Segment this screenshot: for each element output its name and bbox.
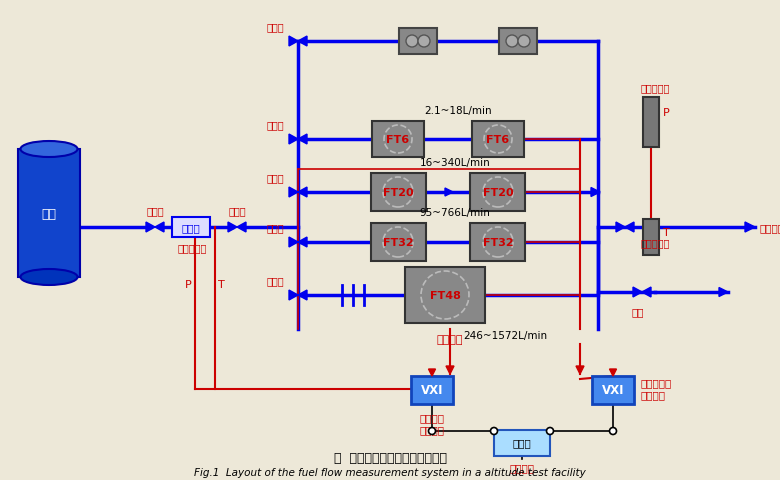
Text: 燃油主管路: 燃油主管路	[177, 242, 207, 252]
Bar	[370, 224, 426, 262]
Bar	[494, 430, 550, 456]
Polygon shape	[298, 188, 307, 198]
Text: VXI: VXI	[601, 384, 624, 396]
Polygon shape	[642, 288, 651, 297]
Text: 油库: 油库	[41, 207, 56, 220]
Polygon shape	[298, 290, 307, 300]
Text: 手动阀: 手动阀	[229, 205, 246, 216]
Text: 电磁阀: 电磁阀	[267, 223, 284, 232]
Circle shape	[491, 428, 498, 434]
Text: 电磁阀: 电磁阀	[267, 120, 284, 130]
Circle shape	[418, 36, 430, 48]
Text: T: T	[663, 228, 670, 238]
Text: 246~1572L/min: 246~1572L/min	[463, 330, 547, 340]
Text: Fig.1  Layout of the fuel flow measurement system in a altitude test facility: Fig.1 Layout of the fuel flow measuremen…	[194, 467, 586, 477]
Polygon shape	[445, 189, 453, 197]
Polygon shape	[289, 37, 298, 47]
Ellipse shape	[20, 269, 77, 286]
Bar	[472, 122, 524, 157]
Bar	[499, 29, 537, 55]
Text: 温度传感器: 温度传感器	[641, 238, 670, 248]
Bar	[643, 98, 659, 148]
Polygon shape	[446, 366, 454, 374]
Text: FT20: FT20	[483, 188, 513, 198]
Text: 16~340L/min: 16~340L/min	[420, 157, 491, 168]
Text: 交换机: 交换机	[512, 437, 531, 447]
Polygon shape	[155, 223, 164, 232]
Bar	[643, 219, 659, 255]
Polygon shape	[633, 288, 642, 297]
Text: 手动阀: 手动阀	[146, 205, 164, 216]
Text: 电磁阀: 电磁阀	[267, 22, 284, 32]
Bar	[172, 217, 210, 238]
Circle shape	[547, 428, 554, 434]
Text: 测试网络: 测试网络	[509, 462, 534, 472]
Bar	[592, 376, 634, 404]
Text: FT48: FT48	[430, 290, 460, 300]
Text: 至发动机: 至发动机	[760, 223, 780, 232]
Polygon shape	[609, 369, 616, 376]
Text: 压力传感器: 压力传感器	[641, 83, 670, 93]
Bar	[470, 224, 526, 262]
Polygon shape	[237, 223, 246, 232]
Polygon shape	[289, 238, 298, 247]
Bar	[18, 150, 80, 277]
Circle shape	[428, 428, 435, 434]
Text: 图  高空台燃油流量测量系统布局: 图 高空台燃油流量测量系统布局	[334, 452, 446, 465]
Text: FT6: FT6	[487, 135, 509, 144]
Text: FT32: FT32	[483, 238, 513, 248]
Text: P: P	[663, 108, 670, 118]
Text: 95~766L/min: 95~766L/min	[420, 207, 491, 217]
Bar	[411, 376, 453, 404]
Bar	[372, 122, 424, 157]
Polygon shape	[228, 223, 237, 232]
Bar	[370, 174, 426, 212]
Circle shape	[609, 428, 616, 434]
Circle shape	[406, 36, 418, 48]
Polygon shape	[146, 223, 155, 232]
Polygon shape	[298, 135, 307, 144]
Polygon shape	[298, 238, 307, 247]
Bar	[399, 29, 437, 55]
Text: VXI: VXI	[420, 384, 443, 396]
Polygon shape	[591, 188, 600, 197]
Text: 测量信号: 测量信号	[437, 334, 463, 344]
Text: 电磁阀: 电磁阀	[267, 173, 284, 182]
Text: 回油: 回油	[632, 306, 644, 316]
Ellipse shape	[20, 142, 77, 157]
Polygon shape	[428, 369, 435, 376]
Text: FT6: FT6	[386, 135, 410, 144]
Text: 电磁阀: 电磁阀	[267, 276, 284, 286]
Circle shape	[518, 36, 530, 48]
Bar	[405, 267, 485, 324]
Bar	[470, 174, 526, 212]
Polygon shape	[576, 366, 584, 374]
Text: T: T	[218, 279, 225, 289]
Circle shape	[506, 36, 518, 48]
Text: FT32: FT32	[383, 238, 413, 248]
Text: 密度计: 密度计	[182, 223, 200, 232]
Polygon shape	[625, 223, 634, 232]
Polygon shape	[616, 223, 625, 232]
Polygon shape	[719, 288, 728, 297]
Text: 2.1~18L/min: 2.1~18L/min	[424, 106, 492, 116]
Polygon shape	[289, 290, 298, 300]
Polygon shape	[289, 135, 298, 144]
Text: P: P	[186, 279, 192, 289]
Text: 过渡态数据
采集系统: 过渡态数据 采集系统	[641, 377, 672, 399]
Polygon shape	[289, 188, 298, 198]
Text: FT20: FT20	[383, 188, 413, 198]
Polygon shape	[298, 37, 307, 47]
Text: 稳态数据
采集系统: 稳态数据 采集系统	[420, 412, 445, 434]
Polygon shape	[745, 223, 755, 232]
